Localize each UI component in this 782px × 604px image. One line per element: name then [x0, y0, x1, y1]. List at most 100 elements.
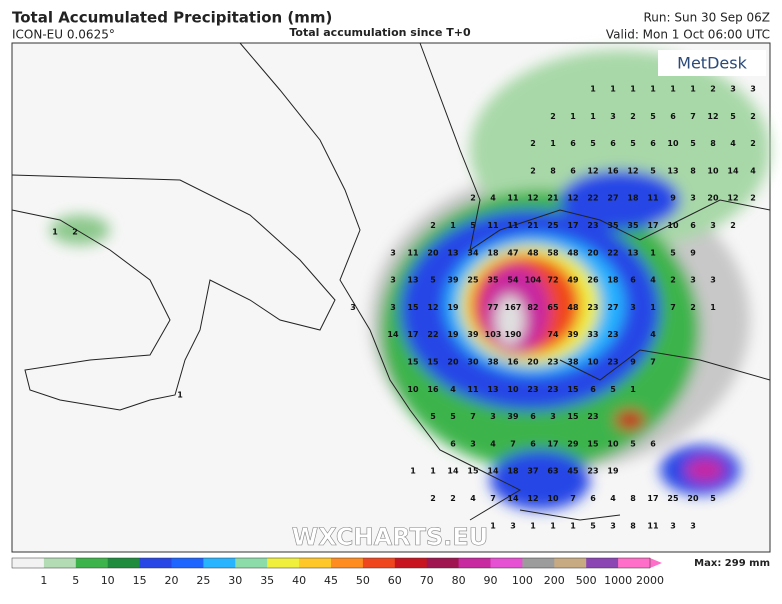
grid-value: 1 — [590, 85, 596, 94]
colorbar-tick-label: 100 — [512, 574, 533, 587]
grid-value: 38 — [487, 358, 499, 367]
colorbar-arrow — [650, 558, 662, 568]
grid-value: 13 — [447, 248, 458, 257]
grid-value: 11 — [647, 194, 659, 203]
grid-value: 10 — [707, 166, 719, 175]
coastlines — [11, 42, 771, 521]
grid-value: 1 — [52, 228, 58, 237]
grid-value: 20 — [587, 248, 599, 257]
grid-value: 3 — [490, 412, 496, 421]
grid-value: 77 — [487, 303, 498, 312]
grid-value: 48 — [567, 248, 579, 257]
grid-value: 11 — [487, 221, 499, 230]
colorbar-tick-label: 500 — [576, 574, 597, 587]
grid-value: 20 — [427, 248, 439, 257]
grid-value: 20 — [447, 358, 459, 367]
valid: Valid: Mon 1 Oct 06:00 UTC — [606, 28, 770, 42]
grid-value: 8 — [630, 494, 636, 503]
grid-value: 47 — [507, 248, 518, 257]
grid-value: 3 — [690, 194, 696, 203]
grid-value: 9 — [630, 358, 636, 367]
colorbar-tick-label: 60 — [388, 574, 402, 587]
grid-value: 2 — [730, 221, 736, 230]
grid-value: 18 — [607, 276, 619, 285]
grid-value: 2 — [710, 85, 716, 94]
colorbar-tick-label: 5 — [72, 574, 79, 587]
colorbar-tick-label: 70 — [420, 574, 434, 587]
grid-value: 37 — [527, 467, 538, 476]
map-area: WXCHARTS.EU MetDesk — [11, 42, 771, 553]
grid-value: 6 — [530, 412, 536, 421]
grid-value: 3 — [690, 521, 696, 530]
grid-value: 10 — [547, 494, 559, 503]
grid-value: 15 — [567, 412, 579, 421]
colorbar-segment — [426, 558, 460, 568]
grid-value: 3 — [610, 112, 616, 121]
colorbar-segment — [362, 558, 396, 568]
grid-value: 1 — [690, 85, 696, 94]
grid-value: 4 — [610, 494, 616, 503]
grid-value: 20 — [527, 358, 539, 367]
grid-value: 5 — [470, 221, 476, 230]
grid-value: 190 — [505, 330, 522, 339]
grid-value: 13 — [407, 276, 418, 285]
colorbar-segment — [139, 558, 172, 568]
grid-value: 7 — [670, 303, 676, 312]
grid-value: 10 — [607, 439, 619, 448]
colorbar-segment — [171, 558, 204, 568]
grid-value: 13 — [667, 166, 678, 175]
grid-value: 1 — [650, 248, 656, 257]
grid-value: 1 — [570, 112, 576, 121]
grid-value: 21 — [547, 194, 559, 203]
grid-value: 1 — [650, 85, 656, 94]
grid-value: 10 — [667, 139, 679, 148]
grid-value: 20 — [707, 194, 719, 203]
grid-value: 27 — [607, 194, 618, 203]
grid-value: 5 — [650, 166, 656, 175]
grid-value: 20 — [687, 494, 699, 503]
grid-value: 6 — [570, 166, 576, 175]
grid-value: 1 — [177, 391, 183, 400]
grid-value: 9 — [690, 248, 696, 257]
grid-value: 1 — [670, 85, 676, 94]
grid-value: 25 — [467, 276, 479, 285]
grid-value: 3 — [630, 303, 636, 312]
grid-value: 19 — [447, 330, 459, 339]
grid-value: 4 — [650, 330, 656, 339]
grid-value: 6 — [570, 139, 576, 148]
grid-value: 5 — [650, 112, 656, 121]
grid-value: 11 — [647, 521, 659, 530]
grid-value: 3 — [750, 85, 756, 94]
grid-value: 38 — [567, 358, 579, 367]
grid-value: 22 — [587, 194, 598, 203]
grid-value: 6 — [690, 221, 696, 230]
grid-value: 19 — [447, 303, 459, 312]
grid-value: 6 — [650, 139, 656, 148]
grid-value: 10 — [667, 221, 679, 230]
colorbar-tick-label: 35 — [260, 574, 274, 587]
grid-value: 5 — [630, 439, 636, 448]
grid-value: 6 — [650, 439, 656, 448]
grid-value: 23 — [547, 385, 558, 394]
grid-value: 104 — [525, 276, 542, 285]
grid-value: 6 — [630, 276, 636, 285]
grid-value: 5 — [590, 139, 596, 148]
grid-value: 22 — [427, 330, 438, 339]
colorbar-segment — [554, 558, 587, 568]
grid-value: 82 — [527, 303, 538, 312]
grid-value: 16 — [607, 166, 619, 175]
colorbar-segment — [107, 558, 141, 568]
colorbar-tick-label: 2000 — [636, 574, 664, 587]
colorbar-segment — [12, 558, 45, 568]
colorbar-tick-label: 20 — [165, 574, 179, 587]
grid-value: 10 — [407, 385, 419, 394]
grid-value: 25 — [547, 221, 559, 230]
colorbar-segment — [394, 558, 428, 568]
grid-value: 14 — [447, 467, 459, 476]
grid-value: 5 — [590, 521, 596, 530]
grid-value: 2 — [450, 494, 456, 503]
grid-value: 14 — [387, 330, 399, 339]
grid-value: 4 — [650, 276, 656, 285]
grid-value: 5 — [430, 276, 436, 285]
grid-value: 1 — [590, 112, 596, 121]
